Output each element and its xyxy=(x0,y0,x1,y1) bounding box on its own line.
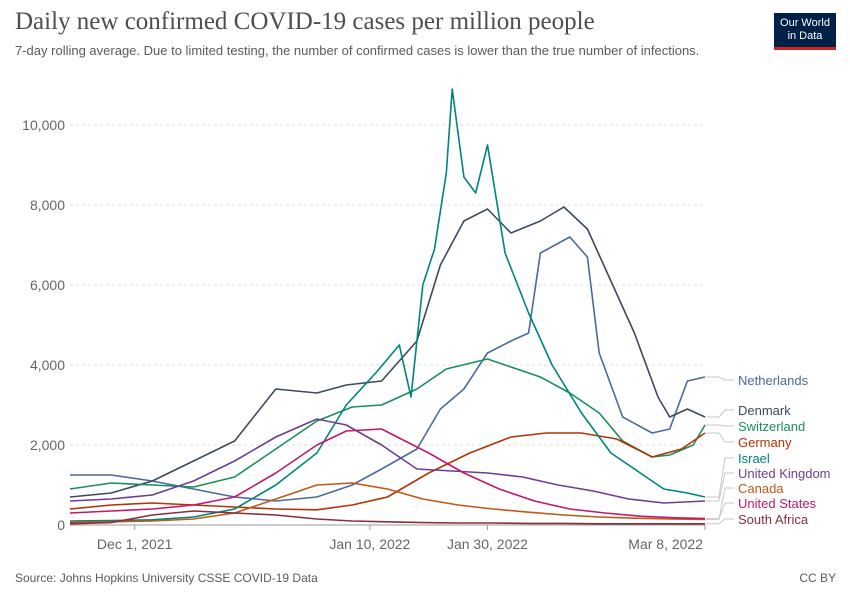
legend-connector xyxy=(706,432,734,443)
source-note[interactable]: Source: Johns Hopkins University CSSE CO… xyxy=(15,571,318,585)
y-tick-label: 6,000 xyxy=(30,277,65,293)
legend-connector xyxy=(706,376,734,381)
legend-entry[interactable]: South Africa xyxy=(738,512,809,527)
legend-entry[interactable]: United States xyxy=(738,496,817,511)
series-lines xyxy=(69,88,706,525)
x-tick-label: Mar 8, 2022 xyxy=(628,536,703,552)
series-line[interactable] xyxy=(69,428,706,520)
series-line[interactable] xyxy=(69,206,706,498)
series-line[interactable] xyxy=(69,418,706,504)
x-tick-label: Dec 1, 2021 xyxy=(97,536,173,552)
legend-connector xyxy=(706,424,734,427)
license-link[interactable]: CC BY xyxy=(799,571,836,585)
legend-connector xyxy=(706,487,734,520)
series-line[interactable] xyxy=(70,236,706,502)
series-line[interactable] xyxy=(69,482,706,523)
legend-entry[interactable]: Denmark xyxy=(738,403,791,418)
x-tick-label: Jan 30, 2022 xyxy=(447,536,528,552)
logo-line-2: in Data xyxy=(787,30,823,42)
series-line[interactable] xyxy=(69,88,706,522)
y-axis-ticks: 0 2,000 4,000 6,000 8,000 10,000 xyxy=(22,117,65,533)
legend-entry[interactable]: Canada xyxy=(738,481,784,496)
series-line[interactable] xyxy=(69,510,705,525)
x-axis: Dec 1, 2021 Jan 10, 2022 Jan 30, 2022 Mar 8… xyxy=(70,524,706,552)
x-tick-label: Jan 10, 2022 xyxy=(329,536,410,552)
owid-logo[interactable]: Our World in Data xyxy=(774,13,836,50)
legend-connector xyxy=(706,472,734,502)
y-tick-label: 10,000 xyxy=(22,117,65,133)
y-tick-label: 2,000 xyxy=(30,437,65,453)
legend-entry[interactable]: United Kingdom xyxy=(738,466,831,481)
y-tick-label: 4,000 xyxy=(30,357,65,373)
legend-entry[interactable]: Israel xyxy=(738,451,770,466)
chart-subtitle: 7-day rolling average. Due to limited te… xyxy=(15,43,700,58)
series-line[interactable] xyxy=(69,358,706,490)
logo-line-1: Our World xyxy=(780,17,830,29)
chart-title: Daily new confirmed COVID-19 cases per m… xyxy=(15,8,595,35)
y-tick-label: 0 xyxy=(57,517,65,533)
legend-entry[interactable]: Netherlands xyxy=(738,373,809,388)
legend-connector xyxy=(706,502,734,520)
grid-lines xyxy=(70,124,705,446)
series-line[interactable] xyxy=(69,432,706,511)
legend-connector xyxy=(706,518,734,525)
legend: Netherlands DenmarkSwitzerlandGermanyIsra… xyxy=(706,373,831,527)
legend-entry[interactable]: Switzerland xyxy=(738,419,805,434)
legend-entry[interactable]: Germany xyxy=(738,435,792,450)
legend-connector xyxy=(706,409,734,418)
y-tick-label: 8,000 xyxy=(30,197,65,213)
legend-connector xyxy=(706,457,734,498)
